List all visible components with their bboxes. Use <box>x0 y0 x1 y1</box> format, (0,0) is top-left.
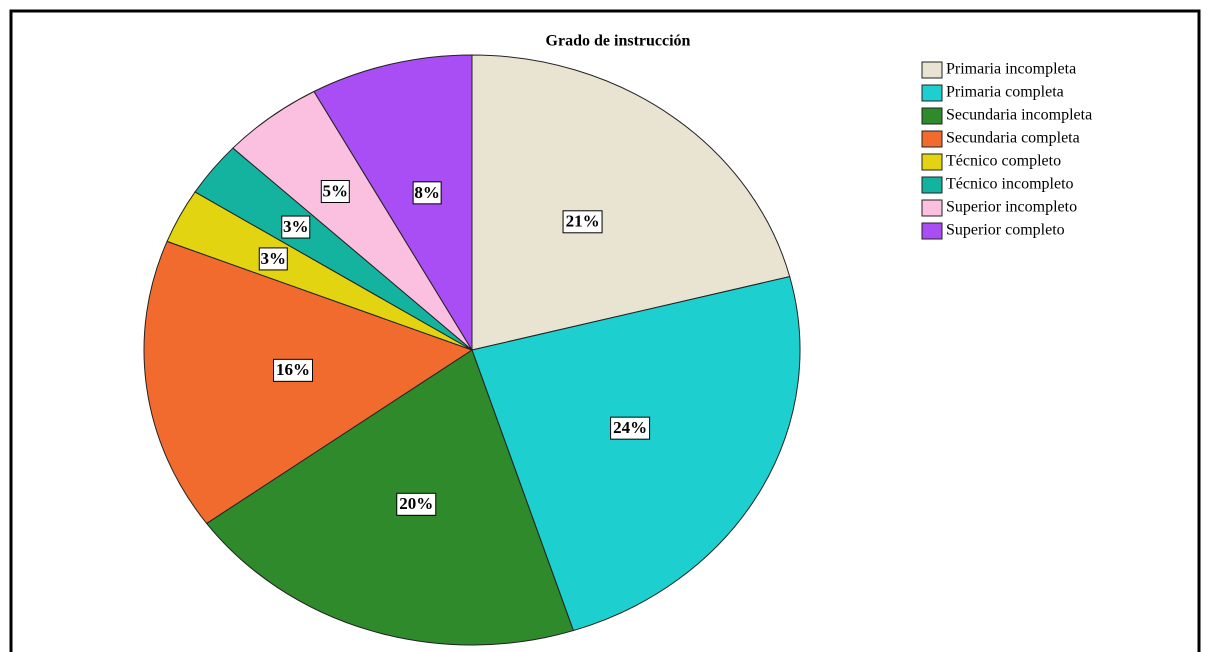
legend-swatch <box>921 222 943 240</box>
legend-swatch <box>921 130 943 148</box>
legend-label: Técnico completo <box>946 153 1061 170</box>
value-label-box <box>412 181 442 205</box>
value-label: 8% <box>414 183 440 202</box>
value-label-box <box>610 416 651 440</box>
legend-label: Primaria incompleta <box>946 61 1076 78</box>
value-label: 21% <box>566 212 600 231</box>
legend-label: Primaria completa <box>946 84 1064 101</box>
legend-label: Superior completo <box>946 222 1065 239</box>
pie-slice <box>205 349 575 646</box>
value-label: 3% <box>283 217 309 236</box>
legend-label: Superior incompleto <box>946 199 1077 216</box>
pie-slice <box>471 54 791 351</box>
pie-slice <box>143 240 474 525</box>
legend-swatch <box>921 153 943 171</box>
legend-swatch <box>921 61 943 79</box>
value-label-box <box>273 358 314 382</box>
legend-swatch <box>921 84 943 102</box>
value-label-box <box>281 215 311 239</box>
legend-label: Técnico incompleto <box>946 176 1074 193</box>
chart-title: Grado de instrucción <box>546 33 691 50</box>
pie-slice <box>471 276 801 632</box>
legend-label: Secundaria incompleta <box>946 107 1092 124</box>
value-label: 16% <box>276 360 310 379</box>
legend-label: Secundaria completa <box>946 130 1080 147</box>
value-label: 24% <box>613 418 647 437</box>
value-label: 20% <box>399 494 433 513</box>
legend-swatch <box>921 176 943 194</box>
value-label-box <box>562 210 603 234</box>
value-label-box <box>320 179 350 203</box>
value-label-box <box>258 247 288 271</box>
pie-slice <box>313 54 473 352</box>
value-label: 3% <box>261 249 287 268</box>
legend-swatch <box>921 199 943 217</box>
value-label-box <box>396 492 437 516</box>
legend-swatch <box>921 107 943 125</box>
value-label: 5% <box>323 181 349 200</box>
